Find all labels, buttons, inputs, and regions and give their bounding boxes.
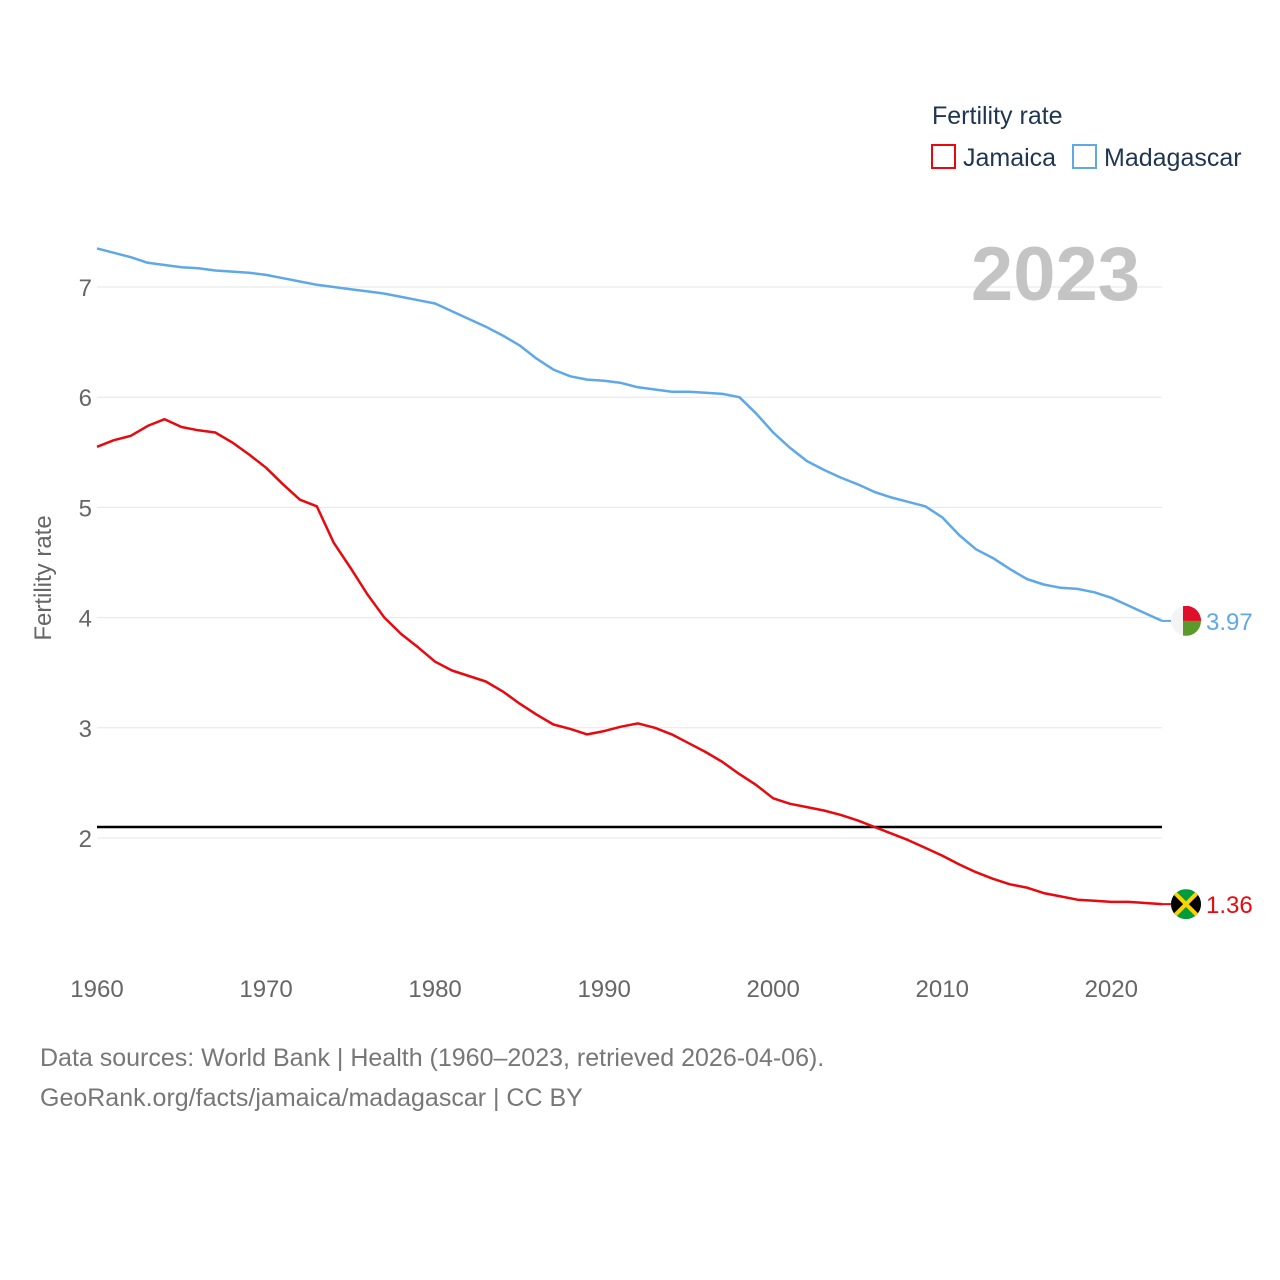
x-axis-ticks: 1960 1970 1980 1990 2000 2010 2020 — [70, 976, 1138, 1003]
y-tick-label: 7 — [79, 275, 92, 302]
jamaica-flag-icon — [1171, 889, 1201, 920]
x-tick-label: 2020 — [1085, 976, 1138, 1003]
y-tick-label: 2 — [79, 826, 92, 853]
y-axis-ticks: 2 3 4 5 6 7 — [79, 275, 92, 853]
x-tick-label: 1980 — [408, 976, 461, 1003]
x-tick-label: 1990 — [577, 976, 630, 1003]
end-value-label-madagascar: 3.97 — [1206, 609, 1253, 636]
end-value-label-jamaica: 1.36 — [1206, 892, 1253, 919]
current-year-label: 2023 — [971, 232, 1140, 317]
source-line-1: Data sources: World Bank | Health (1960–… — [40, 1044, 825, 1072]
x-tick-label: 1960 — [70, 976, 123, 1003]
gridlines — [97, 286, 1162, 839]
madagascar-flag-icon — [1171, 605, 1201, 636]
series-lines — [96, 247, 1163, 906]
end-markers: 1.36 3.97 — [1162, 605, 1253, 920]
series-line-jamaica[interactable] — [96, 417, 1163, 906]
y-tick-label: 4 — [79, 606, 92, 633]
y-axis-title: Fertility rate — [30, 515, 57, 640]
x-tick-label: 2010 — [916, 976, 969, 1003]
legend: Fertility rate Jamaica Madagascar — [931, 102, 1242, 172]
x-tick-label: 1970 — [239, 976, 292, 1003]
legend-label-madagascar[interactable]: Madagascar — [1104, 144, 1242, 172]
legend-label-jamaica[interactable]: Jamaica — [963, 144, 1056, 172]
y-tick-label: 6 — [79, 385, 92, 412]
legend-title: Fertility rate — [932, 102, 1063, 130]
y-tick-label: 3 — [79, 716, 92, 743]
legend-swatch-madagascar[interactable] — [1072, 144, 1097, 169]
legend-swatch-jamaica[interactable] — [931, 144, 956, 169]
source-line-2[interactable]: GeoRank.org/facts/jamaica/madagascar | C… — [40, 1084, 583, 1112]
y-tick-label: 5 — [79, 495, 92, 522]
series-line-madagascar[interactable] — [96, 247, 1163, 623]
x-tick-label: 2000 — [746, 976, 799, 1003]
